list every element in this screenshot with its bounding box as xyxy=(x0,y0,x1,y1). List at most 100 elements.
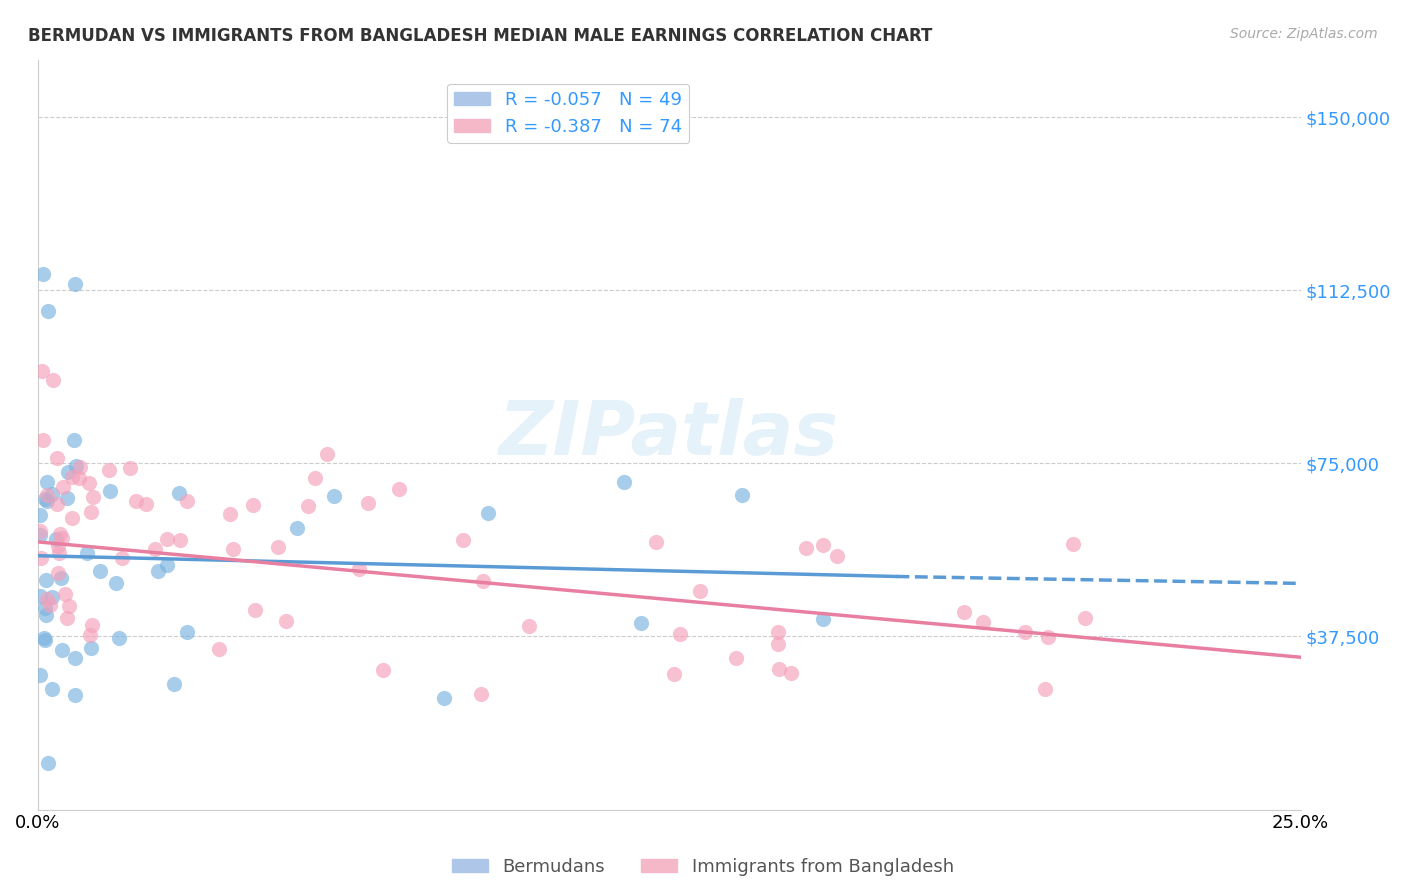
Legend: Bermudans, Immigrants from Bangladesh: Bermudans, Immigrants from Bangladesh xyxy=(444,851,962,883)
Immigrants from Bangladesh xyxy=(669,626,692,640)
Bermudans xyxy=(41,487,63,501)
Immigrants from Bangladesh xyxy=(813,538,835,552)
Immigrants from Bangladesh xyxy=(80,618,103,632)
Bermudans xyxy=(65,458,87,473)
Immigrants from Bangladesh xyxy=(388,482,411,496)
Immigrants from Bangladesh xyxy=(118,461,141,475)
Bermudans xyxy=(51,643,73,657)
Immigrants from Bangladesh xyxy=(953,605,976,619)
Immigrants from Bangladesh xyxy=(52,480,75,494)
Immigrants from Bangladesh xyxy=(48,546,70,560)
Bermudans xyxy=(32,631,55,645)
Immigrants from Bangladesh xyxy=(82,490,104,504)
Bermudans xyxy=(287,521,309,535)
Immigrants from Bangladesh xyxy=(48,539,70,553)
Bermudans xyxy=(35,607,58,622)
Bermudans xyxy=(41,681,63,696)
Immigrants from Bangladesh xyxy=(242,498,264,512)
Immigrants from Bangladesh xyxy=(77,476,100,491)
Immigrants from Bangladesh xyxy=(97,463,120,477)
Immigrants from Bangladesh xyxy=(176,493,198,508)
Bermudans xyxy=(30,528,52,542)
Bermudans xyxy=(156,558,179,572)
Immigrants from Bangladesh xyxy=(51,531,73,545)
Immigrants from Bangladesh xyxy=(69,460,91,475)
Immigrants from Bangladesh xyxy=(111,550,134,565)
Immigrants from Bangladesh xyxy=(825,549,848,564)
Bermudans xyxy=(76,546,98,560)
Immigrants from Bangladesh xyxy=(519,619,541,633)
Immigrants from Bangladesh xyxy=(768,662,790,676)
Bermudans xyxy=(613,475,636,489)
Text: BERMUDAN VS IMMIGRANTS FROM BANGLADESH MEDIAN MALE EARNINGS CORRELATION CHART: BERMUDAN VS IMMIGRANTS FROM BANGLADESH M… xyxy=(28,27,932,45)
Immigrants from Bangladesh xyxy=(768,637,790,651)
Immigrants from Bangladesh xyxy=(58,599,80,614)
Immigrants from Bangladesh xyxy=(53,587,76,601)
Immigrants from Bangladesh xyxy=(145,542,167,557)
Immigrants from Bangladesh xyxy=(689,584,711,599)
Immigrants from Bangladesh xyxy=(1038,630,1060,644)
Bermudans xyxy=(63,651,86,665)
Bermudans xyxy=(31,267,53,281)
Bermudans xyxy=(45,532,67,546)
Immigrants from Bangladesh xyxy=(451,533,474,547)
Bermudans xyxy=(56,491,79,505)
Immigrants from Bangladesh xyxy=(219,507,242,521)
Immigrants from Bangladesh xyxy=(470,687,492,701)
Immigrants from Bangladesh xyxy=(31,434,53,448)
Immigrants from Bangladesh xyxy=(79,505,101,519)
Bermudans xyxy=(35,574,58,588)
Bermudans xyxy=(146,564,169,578)
Bermudans xyxy=(477,506,499,520)
Bermudans xyxy=(34,491,56,506)
Bermudans xyxy=(65,277,87,291)
Bermudans xyxy=(30,508,52,522)
Immigrants from Bangladesh xyxy=(31,364,53,378)
Immigrants from Bangladesh xyxy=(169,533,191,547)
Immigrants from Bangladesh xyxy=(60,510,83,524)
Immigrants from Bangladesh xyxy=(67,471,90,485)
Immigrants from Bangladesh xyxy=(794,541,817,556)
Bermudans xyxy=(34,632,56,647)
Bermudans xyxy=(176,625,198,640)
Immigrants from Bangladesh xyxy=(1062,536,1084,550)
Immigrants from Bangladesh xyxy=(62,470,84,484)
Bermudans xyxy=(105,575,128,590)
Bermudans xyxy=(730,488,752,502)
Bermudans xyxy=(37,304,59,318)
Bermudans xyxy=(433,690,456,705)
Bermudans xyxy=(30,668,52,682)
Immigrants from Bangladesh xyxy=(304,471,326,485)
Bermudans xyxy=(37,756,59,771)
Bermudans xyxy=(49,571,72,585)
Bermudans xyxy=(80,641,103,656)
Immigrants from Bangladesh xyxy=(779,665,801,680)
Immigrants from Bangladesh xyxy=(208,642,231,657)
Immigrants from Bangladesh xyxy=(662,667,685,681)
Bermudans xyxy=(323,489,346,503)
Immigrants from Bangladesh xyxy=(45,450,67,465)
Bermudans xyxy=(41,591,63,605)
Immigrants from Bangladesh xyxy=(1033,682,1056,697)
Immigrants from Bangladesh xyxy=(316,447,339,461)
Bermudans xyxy=(811,612,834,626)
Immigrants from Bangladesh xyxy=(349,561,371,575)
Immigrants from Bangladesh xyxy=(1014,624,1036,639)
Immigrants from Bangladesh xyxy=(766,624,789,639)
Immigrants from Bangladesh xyxy=(724,651,747,665)
Bermudans xyxy=(98,483,121,498)
Bermudans xyxy=(56,466,79,480)
Bermudans xyxy=(89,564,111,578)
Bermudans xyxy=(35,475,58,490)
Immigrants from Bangladesh xyxy=(276,614,298,628)
Text: Source: ZipAtlas.com: Source: ZipAtlas.com xyxy=(1230,27,1378,41)
Immigrants from Bangladesh xyxy=(38,598,60,612)
Immigrants from Bangladesh xyxy=(356,496,378,510)
Bermudans xyxy=(108,632,131,646)
Bermudans xyxy=(34,600,56,615)
Immigrants from Bangladesh xyxy=(472,574,495,588)
Immigrants from Bangladesh xyxy=(645,535,668,549)
Immigrants from Bangladesh xyxy=(46,497,69,511)
Immigrants from Bangladesh xyxy=(48,527,70,541)
Bermudans xyxy=(37,493,59,508)
